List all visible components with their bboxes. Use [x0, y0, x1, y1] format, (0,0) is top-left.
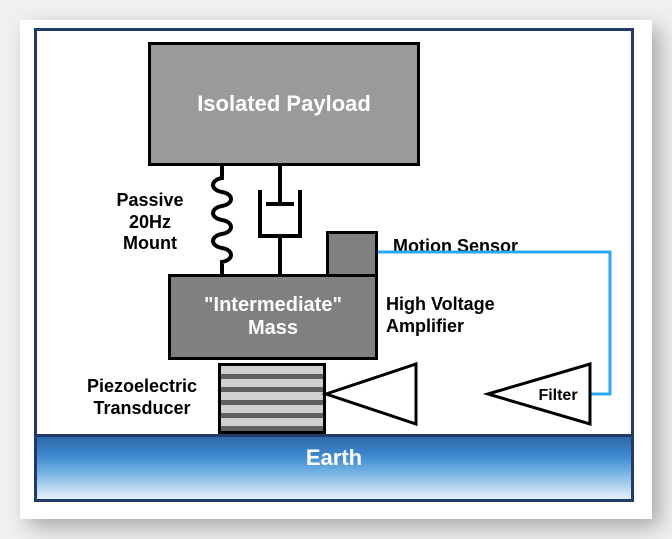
- signal-path: Filter: [20, 20, 652, 519]
- filter-label: Filter: [538, 387, 577, 404]
- vibration-isolation-diagram: Earth Isolated Payload "Intermediate" Ma…: [20, 20, 652, 519]
